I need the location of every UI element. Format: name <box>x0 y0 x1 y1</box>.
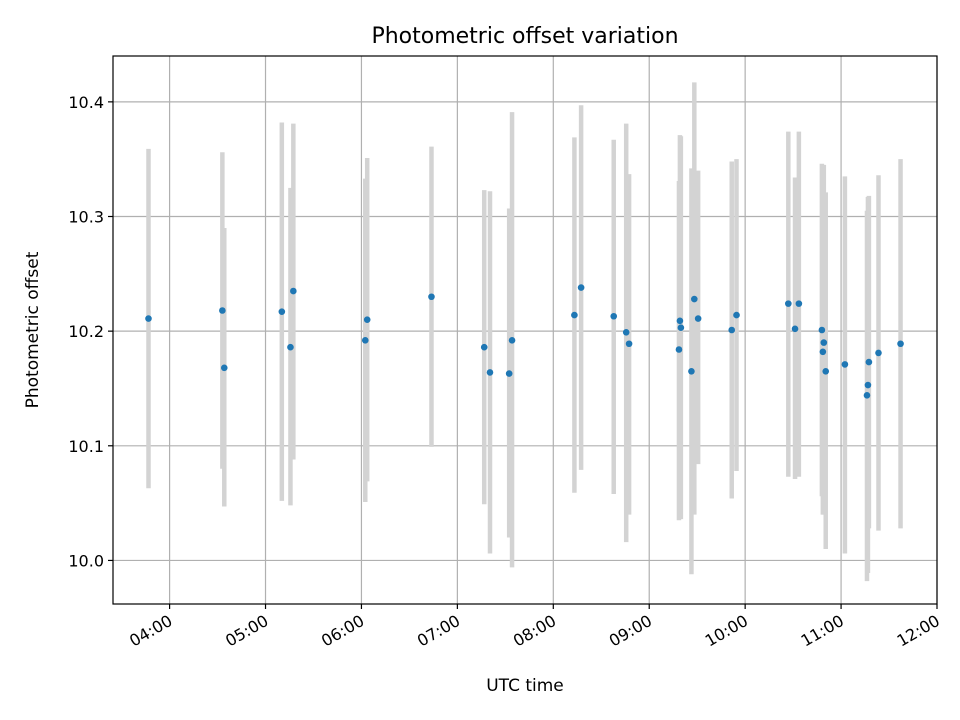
data-point <box>791 325 799 333</box>
data-point <box>841 361 849 368</box>
data-point <box>694 315 702 322</box>
data-point <box>676 317 684 325</box>
data-point <box>625 340 633 348</box>
data-point <box>145 315 152 322</box>
data-point <box>508 337 516 344</box>
data-point <box>610 312 618 320</box>
y-axis-ticks: 10.0 10.1 10.2 10.3 10.4 <box>68 93 113 570</box>
data-point <box>220 364 228 372</box>
data-point <box>505 370 513 377</box>
data-point <box>728 326 736 334</box>
x-axis-label: UTC time <box>486 676 564 696</box>
data-point <box>863 392 871 399</box>
plot-area <box>113 56 937 604</box>
data-point <box>865 358 873 366</box>
data-point <box>361 337 369 344</box>
y-tick-label: 10.4 <box>68 93 104 112</box>
data-point <box>278 308 286 315</box>
data-point <box>675 346 683 353</box>
y-axis-label: Photometric offset <box>23 251 43 408</box>
data-point <box>428 293 435 301</box>
data-point <box>219 307 226 314</box>
data-point <box>688 367 695 375</box>
data-point <box>363 316 371 323</box>
data-point <box>733 311 740 319</box>
data-point <box>571 311 578 319</box>
data-point <box>785 300 792 307</box>
data-point <box>818 326 826 334</box>
data-point <box>864 381 872 389</box>
data-point <box>819 348 827 356</box>
y-tick-label: 10.3 <box>68 208 104 227</box>
data-point <box>622 328 630 336</box>
data-point <box>691 295 698 303</box>
data-point <box>677 324 685 332</box>
data-point <box>897 340 904 348</box>
data-point <box>287 343 294 351</box>
data-point <box>875 349 882 357</box>
data-point <box>822 367 830 375</box>
y-tick-label: 10.2 <box>68 322 104 341</box>
data-point <box>480 343 488 351</box>
data-point <box>486 369 494 376</box>
y-tick-label: 10.0 <box>68 551 104 570</box>
data-point <box>795 300 803 307</box>
axes-frame <box>112 55 938 605</box>
chart-title: Photometric offset variation <box>371 24 678 49</box>
y-tick-label: 10.1 <box>68 437 104 456</box>
data-point <box>290 287 297 295</box>
data-point <box>577 284 585 291</box>
data-point <box>820 339 828 346</box>
data-points <box>145 284 904 399</box>
